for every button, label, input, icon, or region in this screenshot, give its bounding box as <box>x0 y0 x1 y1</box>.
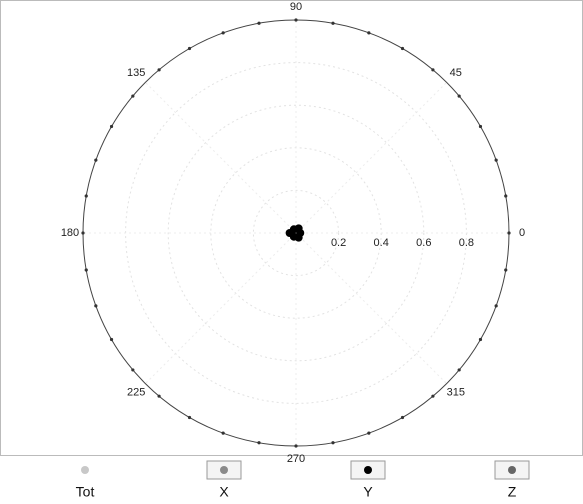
rim-dot <box>494 158 498 162</box>
legend-label: X <box>219 484 229 500</box>
grid-spoke <box>145 82 297 234</box>
rim-dot <box>294 18 298 22</box>
rim-dot <box>400 415 405 420</box>
legend-item: Z <box>494 460 530 500</box>
rim-dot <box>294 444 298 448</box>
rim-dot <box>94 304 98 308</box>
rim-dot <box>94 158 98 162</box>
rim-dot <box>400 46 405 51</box>
rim-dot <box>257 21 261 25</box>
legend-label: Y <box>363 484 373 500</box>
rim-dot <box>504 268 508 272</box>
grid-circle <box>252 189 340 277</box>
rim-dot <box>187 415 192 420</box>
theta-tick-label: 90 <box>290 1 302 13</box>
theta-tick-label: 315 <box>447 387 465 399</box>
rim-dot <box>157 394 161 398</box>
r-tick-label: 0.8 <box>459 237 474 249</box>
r-tick-label: 0.2 <box>331 237 346 249</box>
rim-dot <box>478 124 483 129</box>
rim-dot <box>221 31 225 35</box>
rim-dot <box>331 441 335 445</box>
grid-spoke <box>295 232 447 384</box>
theta-tick-label: 45 <box>450 67 462 79</box>
legend-label: Tot <box>76 484 95 500</box>
rim-dot <box>131 368 135 372</box>
rim-dot <box>157 68 161 72</box>
rim-dot <box>331 21 335 25</box>
rim-dot <box>478 337 483 342</box>
rim-dot <box>431 394 435 398</box>
legend-item: Y <box>350 460 386 500</box>
rim-dot <box>109 337 114 342</box>
rim-dot <box>494 304 498 308</box>
grid-circle <box>167 104 425 362</box>
grid-spoke <box>295 82 447 234</box>
rim-dot <box>81 231 85 235</box>
legend-item: Tot <box>76 466 95 500</box>
legend-swatch <box>508 466 516 474</box>
rim-dot <box>109 124 114 129</box>
rim-dot <box>84 268 88 272</box>
rim-dot <box>84 194 88 198</box>
theta-tick-label: 0 <box>519 227 525 239</box>
theta-tick-label: 270 <box>287 453 305 465</box>
rim-dot <box>257 441 261 445</box>
rim-dot <box>504 194 508 198</box>
theta-tick-label: 225 <box>127 387 145 399</box>
rim-dot <box>457 94 461 98</box>
r-tick-label: 0.6 <box>416 237 431 249</box>
theta-tick-label: 180 <box>61 227 79 239</box>
rim-dot <box>457 368 461 372</box>
rim-dot <box>431 68 435 72</box>
grid-spoke <box>145 232 297 384</box>
theta-tick-label: 135 <box>127 67 145 79</box>
legend-swatch <box>220 466 228 474</box>
rim-dot <box>367 431 371 435</box>
rim-dot <box>367 31 371 35</box>
rim-dot <box>131 94 135 98</box>
data-point <box>294 233 303 242</box>
legend-label: Z <box>508 484 517 500</box>
legend-swatch <box>81 466 89 474</box>
rim-dot <box>507 231 511 235</box>
legend-item: X <box>206 460 242 500</box>
rim-dot <box>187 46 192 51</box>
legend-swatch <box>364 466 372 474</box>
r-tick-label: 0.4 <box>374 237 389 249</box>
rim-dot <box>221 431 225 435</box>
